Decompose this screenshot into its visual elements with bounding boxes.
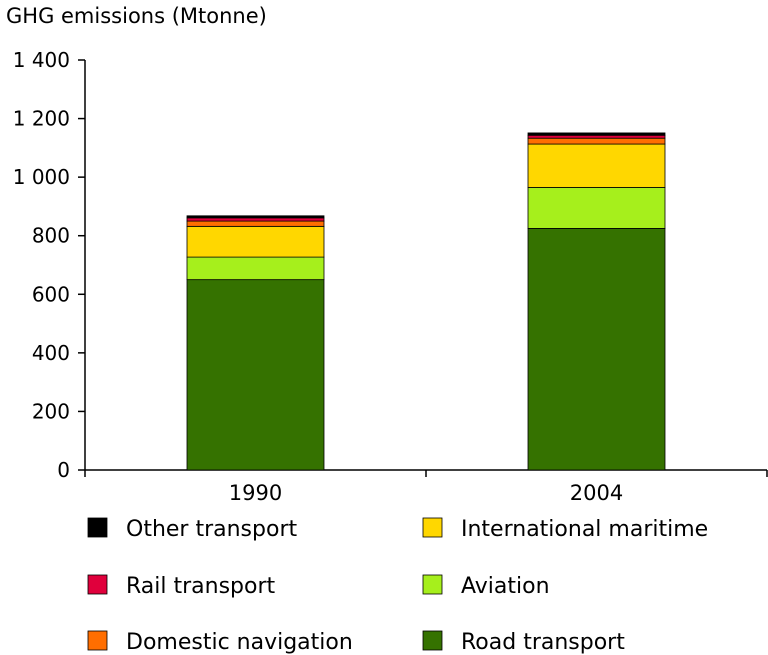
legend: Other transport Rail transport Domestic na… (87, 517, 708, 655)
legend-swatch-rail-transport (87, 574, 108, 595)
x-category-label: 2004 (570, 481, 623, 505)
legend-swatch-aviation (422, 574, 443, 595)
legend-label-aviation: Aviation (461, 574, 550, 599)
bar-domestic-navigation-2004 (527, 137, 666, 145)
y-tick-label: 600 (32, 282, 70, 306)
bars (186, 132, 666, 471)
x-category-label: 1990 (229, 481, 282, 505)
bar-aviation-2004 (527, 186, 666, 229)
y-tick-label: 1 200 (13, 107, 70, 131)
bar-road-transport-2004 (527, 227, 666, 471)
legend-swatch-domestic-navigation (87, 630, 108, 651)
legend-swatch-road-transport (422, 630, 443, 651)
legend-swatch-other-transport (87, 517, 108, 538)
legend-label-other-transport: Other transport (126, 517, 297, 542)
bar-road-transport-1990 (186, 279, 325, 471)
y-ticks: 0 200 400 600 800 1 000 1 200 1 400 (13, 48, 85, 482)
legend-label-rail-transport: Rail transport (126, 574, 276, 599)
legend-label-road-transport: Road transport (461, 630, 625, 655)
y-tick-label: 0 (57, 458, 70, 482)
y-tick-label: 800 (32, 224, 70, 248)
y-tick-label: 1 000 (13, 165, 70, 189)
bar-rail-transport-1990 (186, 217, 325, 222)
y-tick-label: 400 (32, 341, 70, 365)
legend-swatch-international-maritime (422, 517, 443, 538)
bar-aviation-1990 (186, 256, 325, 281)
bar-rail-transport-2004 (527, 134, 666, 139)
legend-label-domestic-navigation: Domestic navigation (126, 630, 353, 655)
bar-international-maritime-2004 (527, 143, 666, 188)
legend-label-international-maritime: International maritime (461, 517, 708, 542)
y-axis-title: GHG emissions (Mtonne) (6, 4, 267, 28)
bar-other-transport-1990 (186, 215, 325, 219)
y-tick-label: 1 400 (13, 48, 70, 72)
y-tick-label: 200 (32, 399, 70, 423)
bar-international-maritime-1990 (186, 225, 325, 258)
x-categories: 1990 2004 (229, 481, 623, 505)
bar-other-transport-2004 (527, 132, 666, 136)
bar-domestic-navigation-1990 (186, 220, 325, 227)
